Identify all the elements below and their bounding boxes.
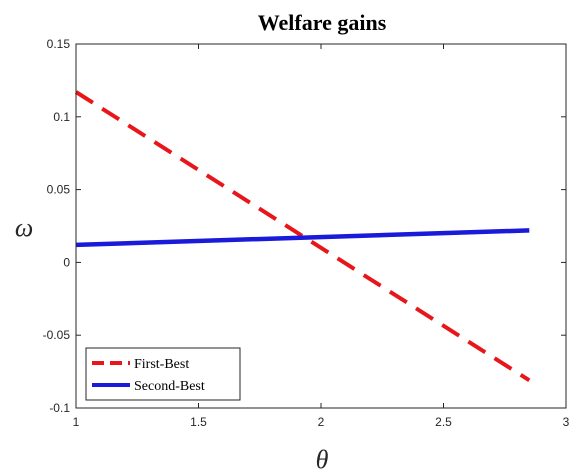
x-tick-label: 2 xyxy=(318,415,325,429)
series-line-2 xyxy=(75,228,530,248)
legend-label-1: First-Best xyxy=(134,357,189,372)
x-tick-label: 1.5 xyxy=(190,415,207,429)
y-tick-label: 0.05 xyxy=(47,183,71,197)
y-tick-label: 0.15 xyxy=(47,37,71,51)
legend: First-Best Second-Best xyxy=(85,347,241,401)
series-line-1 xyxy=(74,90,531,382)
y-tick-label: -0.1 xyxy=(49,401,70,415)
legend-box xyxy=(85,347,241,401)
y-axis-label: ω xyxy=(15,213,33,242)
x-axis-label: θ xyxy=(316,445,329,473)
axes-layer: 1 1.5 2 2.5 3 -0.1 -0.05 0 0.05 0.1 0.15 xyxy=(43,37,570,429)
y-tick-label: -0.05 xyxy=(43,328,71,342)
plot-background xyxy=(76,44,566,408)
x-tick-label: 2.5 xyxy=(435,415,452,429)
legend-label-2: Second-Best xyxy=(134,379,205,394)
series-layer xyxy=(74,90,531,382)
chart-title: Welfare gains xyxy=(258,10,387,35)
x-tick-label: 3 xyxy=(563,415,570,429)
plot-area xyxy=(76,44,566,408)
y-tick-label: 0 xyxy=(63,255,70,269)
x-tick-label: 1 xyxy=(73,415,80,429)
y-tick-label: 0.1 xyxy=(53,110,70,124)
